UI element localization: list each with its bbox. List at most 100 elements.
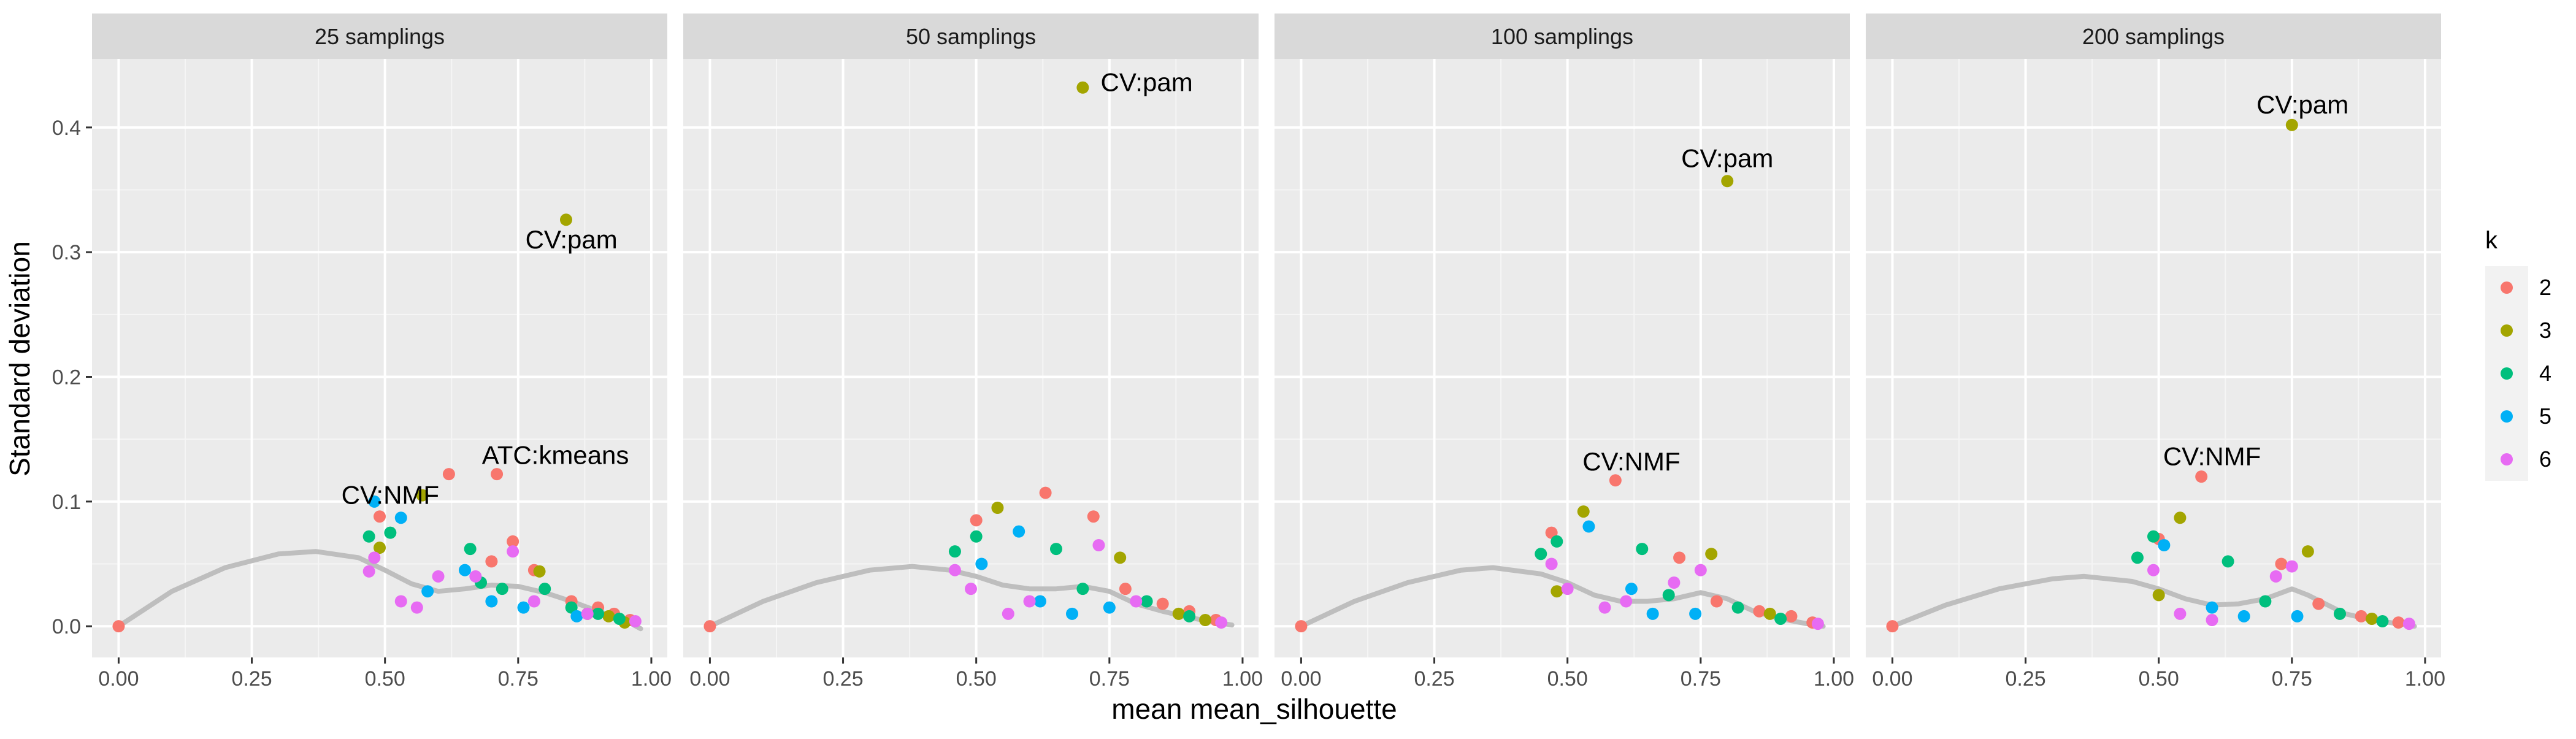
data-point-k4 (1049, 543, 1062, 556)
data-point-k3 (1721, 175, 1734, 188)
data-point-k6 (1023, 595, 1036, 608)
data-point-k6 (1598, 601, 1611, 614)
data-point-k4 (2333, 607, 2346, 620)
annotations: CV:pam ATC:kmeans CV:NMF (342, 225, 629, 510)
gridlines (1866, 59, 2441, 657)
y-tick-label: 0.1 (52, 491, 81, 514)
data-point-k3 (1551, 585, 1563, 598)
data-point-k6 (2402, 618, 2415, 630)
x-axis: 0.00 0.25 0.50 0.75 1.00 (1872, 657, 2445, 691)
annotation-label: CV:pam (526, 225, 618, 254)
data-point-k3 (1763, 607, 1776, 620)
data-point-k3 (602, 610, 615, 622)
x-axis-title: mean mean_silhouette (1111, 693, 1397, 725)
data-point-k2 (2312, 597, 2325, 610)
data-point-k4 (384, 526, 397, 539)
data-point-k2 (2275, 557, 2288, 570)
smooth-line (116, 549, 643, 632)
data-point-k3 (991, 502, 1004, 514)
data-point-k6 (2285, 560, 2298, 573)
data-point-k6 (1215, 616, 1228, 629)
x-tick-label: 1.00 (631, 667, 672, 691)
facet-strip-label: 25 samplings (315, 24, 445, 49)
facet-strip (1866, 13, 2441, 59)
data-point-k6 (432, 570, 445, 583)
x-axis: 0.00 0.25 0.50 0.75 1.00 (689, 657, 1263, 691)
scatter-points (112, 213, 642, 633)
data-point-k3 (559, 213, 572, 226)
data-point-k4 (1140, 595, 1153, 608)
data-point-k4 (2221, 555, 2234, 568)
legend-entry: 6 (2485, 438, 2551, 481)
y-tick-label: 0.2 (52, 366, 81, 389)
x-tick-label: 0.75 (1681, 667, 1721, 691)
plot-background (1866, 59, 2441, 657)
annotation-label: CV:NMF (1582, 447, 1680, 476)
gridlines (1275, 59, 1850, 657)
legend-swatch (2501, 410, 2513, 423)
data-point-k3 (416, 489, 429, 502)
x-tick-label: 0.25 (231, 667, 272, 691)
data-point-k5 (2291, 610, 2304, 622)
legend-swatch (2501, 324, 2513, 337)
data-point-k3 (533, 565, 546, 578)
data-point-k5 (1013, 525, 1025, 538)
facet-strip (1275, 13, 1850, 59)
data-point-k2 (2392, 616, 2405, 629)
data-point-k3 (1172, 607, 1185, 620)
data-point-k2 (1886, 620, 1899, 633)
data-point-k5 (394, 511, 407, 524)
data-point-k4 (2147, 530, 2160, 543)
data-point-k6 (1545, 557, 1558, 570)
data-point-k3 (2174, 511, 2187, 524)
data-point-k3 (1114, 551, 1127, 564)
y-axis-title: Standard deviation (4, 241, 36, 477)
data-point-k4 (2376, 615, 2389, 628)
data-point-k2 (1673, 551, 1686, 564)
x-tick-label: 1.00 (1814, 667, 1854, 691)
data-point-k4 (1636, 543, 1649, 556)
data-point-k5 (1033, 595, 1046, 608)
data-point-k2 (1295, 620, 1308, 633)
data-point-k6 (1620, 595, 1633, 608)
data-point-k6 (410, 601, 423, 614)
x-tick-label: 0.75 (498, 667, 539, 691)
data-point-k4 (2131, 551, 2144, 564)
legend-label: 2 (2539, 275, 2551, 300)
data-point-k2 (442, 468, 455, 481)
scatter-points (1295, 175, 1824, 633)
legend-swatch (2501, 281, 2513, 294)
data-point-k4 (1551, 535, 1563, 548)
data-point-k3 (1199, 614, 1212, 626)
data-point-k6 (2206, 614, 2218, 626)
data-point-k6 (527, 595, 540, 608)
legend-label: 3 (2539, 318, 2551, 343)
data-point-k4 (1662, 589, 1675, 602)
data-point-k6 (2174, 607, 2187, 620)
data-point-k5 (1625, 583, 1638, 595)
scatter-points (1886, 118, 2415, 633)
y-tick-label: 0.4 (52, 117, 81, 140)
data-point-k5 (2206, 601, 2218, 614)
data-point-k6 (1694, 564, 1707, 576)
data-point-k2 (374, 510, 386, 523)
x-tick-label: 0.25 (1414, 667, 1454, 691)
x-tick-label: 0.00 (98, 667, 139, 691)
data-point-k2 (703, 620, 716, 633)
data-point-k6 (394, 595, 407, 608)
annotations: CV:pam (1101, 68, 1193, 97)
facet-strip-label: 50 samplings (906, 24, 1036, 49)
data-point-k2 (1087, 510, 1100, 523)
data-point-k4 (948, 545, 961, 558)
data-point-k6 (1811, 618, 1824, 630)
data-point-k4 (592, 607, 605, 620)
data-point-k4 (613, 612, 626, 625)
data-point-k2 (1609, 474, 1622, 487)
data-point-k5 (458, 564, 471, 576)
annotations: CV:pam CV:NMF (2163, 90, 2348, 470)
data-point-k2 (1119, 583, 1132, 595)
data-point-k3 (374, 542, 386, 554)
legend-entry: 2 (2485, 266, 2551, 309)
